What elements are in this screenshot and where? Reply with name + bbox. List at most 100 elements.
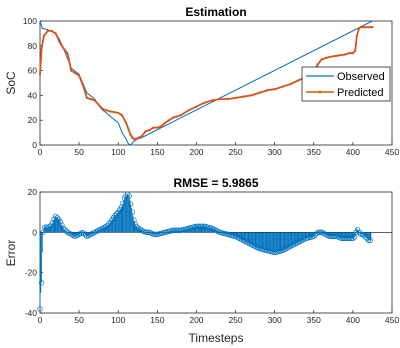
estimation-x-tick-label: 400 [346, 147, 360, 157]
error-x-tick-label: 350 [307, 315, 321, 325]
error-chart: RMSE = 5.9865 Error Timesteps 0 50 100 150 2… [4, 176, 399, 345]
estimation-y-tick-label: 20 [28, 115, 38, 125]
error-y-label: Error [4, 240, 18, 267]
predicted-point [358, 27, 361, 30]
predicted-point [171, 116, 175, 119]
predicted-point [354, 49, 357, 52]
error-marker [38, 280, 45, 286]
estimation-chart: Estimation SoC 0 50 100 150 200 250 300 350 400 4… [4, 5, 399, 157]
predicted-point [156, 126, 159, 129]
error-marker [311, 233, 317, 240]
predicted-point [81, 84, 85, 87]
error-marker [59, 222, 65, 228]
predicted-point [93, 99, 96, 102]
predicted-point [363, 26, 366, 29]
predicted-point [203, 101, 206, 104]
predicted-point [195, 105, 198, 108]
error-marker [43, 224, 49, 230]
predicted-point [179, 114, 182, 117]
estimation-x-tick-label: 350 [307, 147, 321, 157]
predicted-point [265, 89, 268, 92]
predicted-point [160, 125, 163, 128]
predicted-point [40, 47, 43, 50]
predicted-point [187, 109, 190, 112]
predicted-point [347, 52, 351, 55]
error-x-tick-label: 450 [385, 315, 399, 325]
error-x-tick-label: 0 [38, 315, 43, 325]
predicted-point [371, 26, 374, 29]
estimation-x-tick-label: 300 [268, 147, 282, 157]
legend-observed-label: Observed [337, 71, 385, 83]
error-marker [359, 231, 365, 237]
predicted-point [281, 85, 284, 88]
predicted-point [336, 54, 339, 57]
error-marker [57, 219, 63, 225]
predicted-point [148, 129, 151, 132]
predicted-point [78, 74, 81, 77]
predicted-point [58, 41, 61, 44]
error-marker [353, 229, 359, 235]
error-marker [106, 221, 112, 227]
predicted-point [175, 115, 178, 118]
predicted-point [124, 121, 128, 124]
error-marker [128, 201, 134, 207]
error-marker [49, 220, 56, 226]
error-x-tick-label: 250 [228, 315, 242, 325]
predicted-point [131, 136, 134, 139]
predicted-point [46, 29, 49, 32]
predicted-point [70, 69, 73, 72]
estimation-y-tick-label: 40 [28, 90, 38, 100]
error-marker [132, 221, 139, 227]
error-marker [367, 237, 373, 244]
error-x-tick-label: 50 [74, 315, 84, 325]
predicted-point [273, 88, 276, 91]
predicted-point [234, 96, 237, 99]
predicted-point [242, 95, 245, 98]
error-marker [354, 226, 361, 233]
error-y-tick-label: 20 [28, 187, 38, 197]
error-marker [112, 212, 118, 219]
predicted-point [355, 34, 358, 38]
error-marker [129, 209, 135, 215]
error-marker [40, 229, 46, 235]
error-y-tick-label: 0 [32, 227, 37, 237]
predicted-point [144, 130, 147, 133]
error-marker [103, 224, 109, 230]
estimation-legend: Observed Predicted [301, 66, 391, 102]
legend-box [301, 66, 391, 102]
estimation-y-tick-label: 0 [32, 140, 37, 150]
error-x-tick-label: 150 [150, 315, 164, 325]
estimation-x-tick-label: 450 [385, 147, 399, 157]
legend-predicted-marker [318, 90, 322, 94]
error-marker [114, 211, 120, 217]
predicted-point [135, 137, 138, 140]
predicted-point [257, 91, 261, 94]
predicted-point [66, 52, 69, 55]
rmse-title: RMSE = 5.9865 [173, 176, 258, 190]
error-marker [54, 215, 60, 221]
error-y-tick-label: -40 [25, 308, 38, 318]
error-marker [126, 193, 132, 199]
predicted-point [85, 96, 88, 99]
estimation-x-tick-label: 200 [189, 147, 203, 157]
error-marker [350, 235, 356, 242]
predicted-point [38, 73, 42, 76]
estimation-y-tick-label: 100 [23, 16, 37, 26]
error-marker [312, 232, 318, 238]
predicted-point [218, 98, 221, 101]
predicted-point [129, 134, 132, 137]
error-marker [46, 224, 53, 230]
predicted-point [316, 63, 319, 66]
error-plot-area [39, 191, 393, 314]
predicted-point [328, 55, 331, 59]
error-marker [333, 233, 339, 240]
predicted-point [297, 79, 300, 82]
error-x-tick-label: 100 [111, 315, 125, 325]
error-marker [145, 229, 151, 235]
predicted-point [140, 135, 143, 138]
predicted-point [50, 29, 53, 32]
estimation-y-label: SoC [4, 71, 18, 95]
error-x-tick-label: 300 [268, 315, 282, 325]
error-marker [358, 231, 364, 237]
